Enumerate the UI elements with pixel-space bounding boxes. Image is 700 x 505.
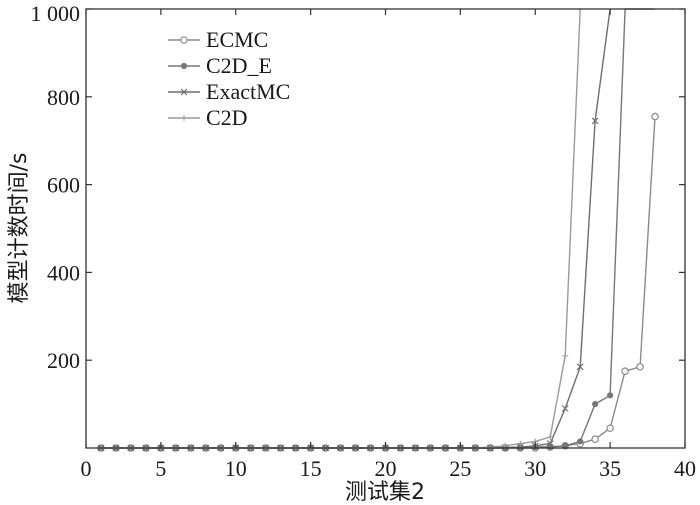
x-tick-label: 10	[225, 456, 247, 481]
legend-label: ExactMC	[206, 79, 290, 104]
x-tick-label: 35	[599, 456, 621, 481]
y-tick-label: 600	[47, 173, 80, 198]
ticks-layer: 0 5 10 15 20 25 30 35 40 200 400 600 800 1 000	[31, 1, 697, 481]
data-point	[636, 362, 644, 371]
x-tick-label: 0	[81, 456, 92, 481]
y-tick-label: 800	[47, 85, 80, 110]
series-line	[101, 8, 581, 449]
legend-item: ExactMC	[168, 79, 290, 104]
data-point	[591, 435, 599, 444]
series-line	[101, 8, 655, 449]
series-layer	[97, 8, 659, 452]
y-axis-title: 模型计数时间/s	[7, 153, 32, 304]
data-point	[651, 112, 659, 121]
y-tick-label: 200	[47, 348, 80, 373]
data-point	[576, 363, 584, 371]
series-c2d-e	[97, 8, 655, 452]
x-axis-title: 测试集2	[345, 480, 425, 505]
x-tick-label: 30	[524, 456, 546, 481]
data-point	[606, 424, 614, 433]
plot-area-frame	[85, 8, 686, 449]
data-point	[591, 117, 599, 125]
data-point	[517, 440, 524, 447]
y-tick-label: 1 000	[31, 1, 81, 26]
legend-label: C2D_E	[206, 53, 272, 78]
legend-marker	[180, 62, 188, 70]
series-exactmc	[97, 8, 611, 452]
data-point	[547, 434, 554, 441]
x-tick-label: 20	[375, 456, 397, 481]
y-tick-label: 400	[47, 260, 80, 285]
data-point	[546, 440, 554, 448]
data-point	[621, 367, 629, 375]
legend-label: ECMC	[206, 27, 268, 52]
legend-item: ECMC	[168, 27, 268, 52]
data-point	[516, 443, 524, 451]
data-point	[607, 392, 614, 399]
data-point	[592, 401, 599, 408]
data-point	[487, 444, 494, 451]
data-point	[577, 438, 584, 445]
series-c2d	[97, 8, 581, 451]
legend-label: C2D	[206, 105, 248, 130]
legend-item: C2D	[168, 105, 248, 130]
legend-marker	[181, 115, 187, 121]
x-tick-label: 40	[674, 456, 696, 481]
data-point	[561, 405, 569, 412]
x-tick-label: 5	[155, 456, 166, 481]
legend-marker	[180, 36, 188, 44]
x-tick-label: 25	[449, 456, 471, 481]
legend-marker	[180, 88, 188, 96]
series-line	[101, 8, 611, 449]
legend-item: C2D_E	[168, 53, 272, 78]
series-line	[101, 116, 656, 449]
x-tick-label: 15	[300, 456, 322, 481]
data-point	[562, 352, 569, 359]
